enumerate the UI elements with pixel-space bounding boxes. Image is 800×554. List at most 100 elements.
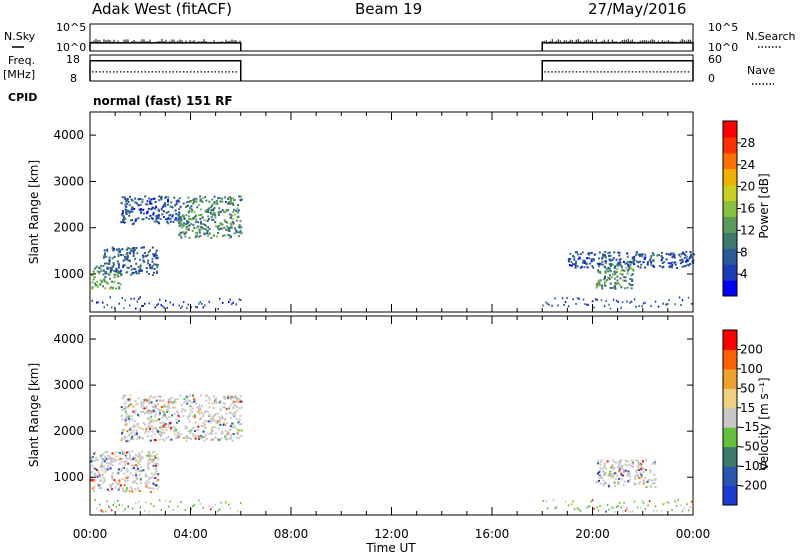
echo-cell bbox=[202, 422, 205, 424]
echo-cell bbox=[204, 224, 207, 226]
echo-cell bbox=[598, 257, 600, 260]
echo-cell bbox=[199, 220, 202, 223]
echo-cell bbox=[124, 419, 127, 422]
echo-cell bbox=[159, 399, 162, 402]
echo-cell bbox=[103, 465, 105, 468]
echo-cell bbox=[149, 425, 152, 428]
echo-cell bbox=[185, 228, 188, 231]
echo-cell bbox=[177, 432, 180, 435]
colorbar-swatch bbox=[723, 168, 737, 186]
echo-cell bbox=[161, 421, 164, 424]
colorbar-swatch bbox=[723, 485, 737, 506]
echo-cell bbox=[610, 263, 613, 266]
colorbar-tick-label: 200 bbox=[740, 342, 763, 356]
echo-cell bbox=[128, 399, 131, 402]
echo-cell bbox=[612, 459, 615, 462]
echo-cell bbox=[210, 429, 213, 432]
echo-cell bbox=[643, 258, 646, 261]
y-tick-label: 4000 bbox=[53, 128, 84, 142]
echo-cell bbox=[141, 198, 144, 201]
echo-cell bbox=[184, 235, 187, 238]
echo-cell bbox=[159, 435, 162, 438]
echo-cell bbox=[167, 200, 170, 203]
echo-cell bbox=[189, 207, 192, 210]
echo-cell bbox=[148, 478, 151, 481]
echo-cell bbox=[149, 249, 151, 252]
echo-cell bbox=[155, 472, 158, 475]
echo-cell bbox=[108, 262, 111, 265]
echo-cell bbox=[97, 483, 100, 485]
echo-cell bbox=[123, 218, 125, 221]
echo-cell bbox=[199, 217, 202, 220]
echo-cell bbox=[623, 269, 626, 272]
echo-cell bbox=[159, 421, 162, 424]
echo-cell bbox=[600, 262, 602, 265]
echo-cell bbox=[101, 465, 104, 468]
echo-cell bbox=[617, 505, 619, 508]
echo-cell bbox=[112, 249, 115, 252]
echo-cell bbox=[573, 256, 576, 259]
echo-cell bbox=[145, 501, 147, 504]
echo-cell bbox=[576, 253, 579, 256]
echo-cell bbox=[104, 471, 107, 474]
echo-cell bbox=[598, 475, 601, 478]
echo-cell bbox=[162, 424, 165, 427]
echo-cell bbox=[665, 253, 668, 255]
echo-cell bbox=[648, 258, 651, 261]
echo-cell bbox=[208, 200, 211, 203]
echo-cell bbox=[227, 395, 230, 398]
colorbar-swatch bbox=[723, 407, 737, 428]
echo-cell bbox=[229, 197, 232, 200]
echo-cell bbox=[133, 297, 135, 300]
echo-cell bbox=[142, 428, 145, 431]
echo-cell bbox=[123, 479, 126, 482]
echo-cell bbox=[597, 270, 600, 273]
echo-cell bbox=[139, 203, 142, 206]
echo-cell bbox=[660, 509, 663, 512]
echo-cell bbox=[586, 257, 589, 260]
echo-cell bbox=[165, 429, 168, 431]
echo-cell bbox=[624, 279, 627, 282]
echo-cell bbox=[626, 460, 629, 463]
echo-cell bbox=[207, 226, 210, 229]
echo-cell bbox=[690, 253, 693, 256]
echo-cell bbox=[154, 439, 157, 442]
echo-cell bbox=[165, 416, 167, 419]
echo-cell bbox=[137, 452, 140, 455]
echo-cell bbox=[129, 456, 132, 459]
echo-cell bbox=[197, 407, 200, 409]
echo-cell bbox=[576, 297, 579, 300]
echo-cell bbox=[200, 435, 203, 438]
echo-cell bbox=[635, 260, 638, 263]
echo-cell bbox=[223, 402, 226, 405]
echo-cell bbox=[642, 482, 645, 485]
echo-cell bbox=[208, 433, 211, 435]
echo-cell bbox=[684, 254, 687, 257]
echo-cell bbox=[235, 303, 237, 306]
echo-cell bbox=[139, 197, 142, 200]
echo-cell bbox=[152, 197, 155, 200]
echo-cell bbox=[228, 396, 231, 399]
echo-cell bbox=[124, 208, 127, 211]
echo-cell bbox=[227, 202, 230, 205]
echo-cell bbox=[177, 435, 180, 438]
echo-cell bbox=[169, 427, 172, 430]
echo-cell bbox=[147, 430, 150, 433]
echo-cell bbox=[154, 477, 157, 480]
echo-cell bbox=[91, 281, 94, 284]
echo-cell bbox=[572, 255, 574, 257]
echo-cell bbox=[180, 226, 183, 229]
echo-cell bbox=[214, 414, 217, 417]
echo-cell bbox=[195, 305, 197, 308]
echo-cell bbox=[147, 426, 150, 429]
echo-cell bbox=[115, 287, 118, 290]
echo-cell bbox=[600, 257, 603, 260]
echo-cell bbox=[155, 249, 158, 252]
echo-cell bbox=[134, 479, 137, 482]
echo-cell bbox=[226, 431, 229, 434]
echo-cell bbox=[217, 308, 219, 310]
echo-cell bbox=[232, 301, 234, 304]
echo-cell bbox=[107, 457, 109, 460]
echo-cell bbox=[681, 265, 684, 268]
echo-cell bbox=[129, 472, 132, 475]
